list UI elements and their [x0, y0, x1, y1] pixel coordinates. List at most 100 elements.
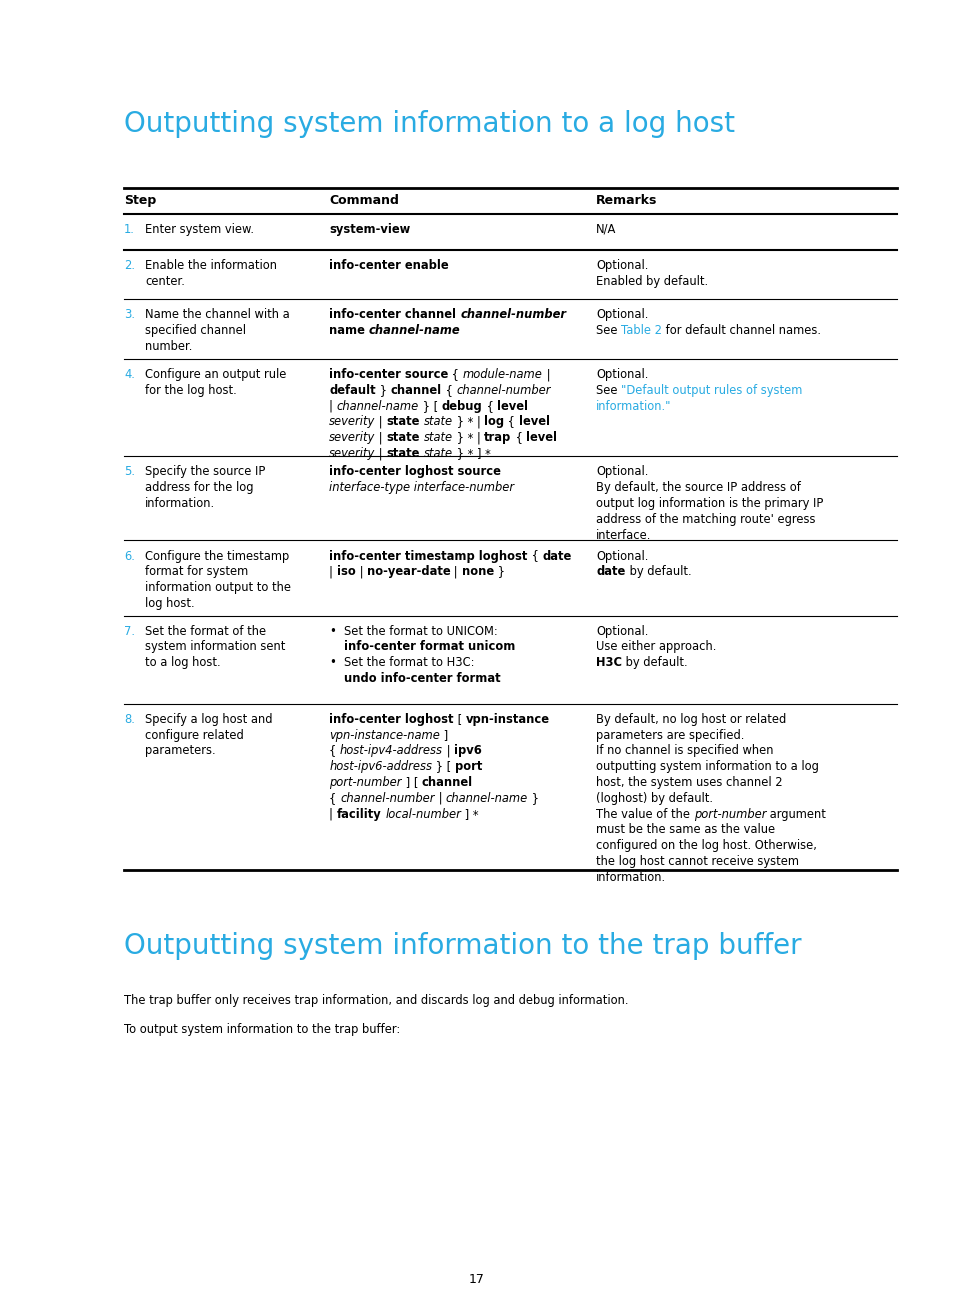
- Text: •: •: [329, 625, 335, 638]
- Text: Set the format to UNICOM:: Set the format to UNICOM:: [344, 625, 497, 638]
- Text: vpn-instance-name: vpn-instance-name: [329, 728, 439, 741]
- Text: Step: Step: [124, 194, 156, 207]
- Text: Specify the source IP: Specify the source IP: [145, 465, 265, 478]
- Text: } * ] *: } * ] *: [453, 447, 490, 460]
- Text: {: {: [504, 416, 518, 429]
- Text: Optional.: Optional.: [596, 259, 648, 272]
- Text: "Default output rules of system: "Default output rules of system: [620, 384, 801, 397]
- Text: } [: } [: [418, 399, 441, 412]
- Text: channel-number: channel-number: [456, 384, 550, 397]
- Text: See: See: [596, 324, 620, 337]
- Text: Enabled by default.: Enabled by default.: [596, 275, 708, 288]
- Text: information.": information.": [596, 399, 671, 412]
- Text: |: |: [375, 432, 386, 445]
- Text: port-number: port-number: [329, 776, 401, 789]
- Text: severity: severity: [329, 432, 375, 445]
- Text: to a log host.: to a log host.: [145, 656, 220, 669]
- Text: 8.: 8.: [124, 713, 134, 726]
- Text: Outputting system information to a log host: Outputting system information to a log h…: [124, 110, 734, 139]
- Text: port: port: [455, 761, 482, 774]
- Text: }: }: [494, 565, 504, 578]
- Text: log host.: log host.: [145, 597, 194, 610]
- Text: {: {: [441, 384, 456, 397]
- Text: Command: Command: [329, 194, 398, 207]
- Text: 3.: 3.: [124, 308, 135, 321]
- Text: |: |: [329, 565, 336, 578]
- Text: |: |: [355, 565, 366, 578]
- Text: •: •: [329, 656, 335, 669]
- Text: channel-name: channel-name: [445, 792, 527, 805]
- Text: vpn-instance: vpn-instance: [465, 713, 549, 726]
- Text: {: {: [448, 368, 462, 381]
- Text: number.: number.: [145, 340, 193, 353]
- Text: {: {: [329, 792, 339, 805]
- Text: |: |: [542, 368, 550, 381]
- Text: Optional.: Optional.: [596, 465, 648, 478]
- Text: Optional.: Optional.: [596, 368, 648, 381]
- Text: trap: trap: [484, 432, 511, 445]
- Text: |: |: [329, 807, 336, 820]
- Text: level: level: [497, 399, 527, 412]
- Text: H3C: H3C: [596, 656, 621, 669]
- Text: By default, the source IP address of: By default, the source IP address of: [596, 481, 801, 494]
- Text: state: state: [423, 432, 453, 445]
- Text: no-year-date: no-year-date: [366, 565, 450, 578]
- Text: {: {: [511, 432, 525, 445]
- Text: debug: debug: [441, 399, 482, 412]
- Text: host, the system uses channel 2: host, the system uses channel 2: [596, 776, 782, 789]
- Text: } [: } [: [432, 761, 455, 774]
- Text: state: state: [386, 416, 419, 429]
- Text: {: {: [329, 744, 339, 757]
- Text: level: level: [518, 416, 549, 429]
- Text: configured on the log host. Otherwise,: configured on the log host. Otherwise,: [596, 840, 817, 853]
- Text: 5.: 5.: [124, 465, 135, 478]
- Text: Outputting system information to the trap buffer: Outputting system information to the tra…: [124, 932, 801, 960]
- Text: parameters.: parameters.: [145, 744, 215, 757]
- Text: configure related: configure related: [145, 728, 244, 741]
- Text: by default.: by default.: [621, 656, 687, 669]
- Text: |: |: [375, 416, 386, 429]
- Text: Set the format of the: Set the format of the: [145, 625, 266, 638]
- Text: for the log host.: for the log host.: [145, 384, 236, 397]
- Text: Optional.: Optional.: [596, 625, 648, 638]
- Text: Enable the information: Enable the information: [145, 259, 276, 272]
- Text: name: name: [329, 324, 369, 337]
- Text: info-center timestamp loghost: info-center timestamp loghost: [329, 550, 527, 562]
- Text: system information sent: system information sent: [145, 640, 285, 653]
- Text: |: |: [329, 399, 336, 412]
- Text: state: state: [423, 447, 453, 460]
- Text: argument: argument: [765, 807, 825, 820]
- Text: Remarks: Remarks: [596, 194, 657, 207]
- Text: info-center format unicom: info-center format unicom: [344, 640, 516, 653]
- Text: specified channel: specified channel: [145, 324, 246, 337]
- Text: }: }: [527, 792, 538, 805]
- Text: information.: information.: [145, 496, 215, 509]
- Text: |: |: [442, 744, 454, 757]
- Text: info-center enable: info-center enable: [329, 259, 448, 272]
- Text: the log host cannot receive system: the log host cannot receive system: [596, 855, 799, 868]
- Text: 6.: 6.: [124, 550, 134, 562]
- Text: Configure an output rule: Configure an output rule: [145, 368, 286, 381]
- Text: for default channel names.: for default channel names.: [661, 324, 821, 337]
- Text: } * |: } * |: [453, 432, 484, 445]
- Text: outputting system information to a log: outputting system information to a log: [596, 761, 819, 774]
- Text: level: level: [525, 432, 557, 445]
- Text: format for system: format for system: [145, 565, 248, 578]
- Text: |: |: [450, 565, 461, 578]
- Text: output log information is the primary IP: output log information is the primary IP: [596, 496, 822, 509]
- Text: none: none: [461, 565, 494, 578]
- Text: info-center source: info-center source: [329, 368, 448, 381]
- Text: address of the matching route' egress: address of the matching route' egress: [596, 513, 815, 526]
- Text: facility: facility: [336, 807, 381, 820]
- Text: by default.: by default.: [625, 565, 690, 578]
- Text: Configure the timestamp: Configure the timestamp: [145, 550, 289, 562]
- Text: information output to the: information output to the: [145, 581, 291, 594]
- Text: 17: 17: [469, 1273, 484, 1286]
- Text: By default, no log host or related: By default, no log host or related: [596, 713, 785, 726]
- Text: channel-number: channel-number: [459, 308, 565, 321]
- Text: state: state: [423, 416, 453, 429]
- Text: {: {: [527, 550, 541, 562]
- Text: } * |: } * |: [453, 416, 484, 429]
- Text: local-number: local-number: [385, 807, 460, 820]
- Text: The trap buffer only receives trap information, and discards log and debug infor: The trap buffer only receives trap infor…: [124, 994, 628, 1007]
